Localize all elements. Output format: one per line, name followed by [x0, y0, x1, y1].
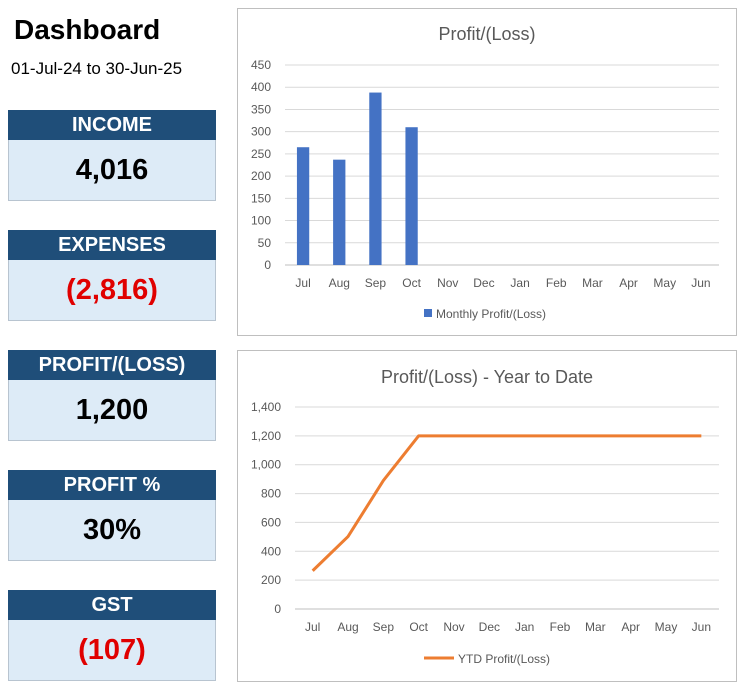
bar	[369, 92, 382, 265]
kpi-label: PROFIT %	[8, 470, 216, 500]
x-tick-label: Aug	[329, 276, 350, 290]
kpi-value: (2,816)	[8, 260, 216, 321]
x-tick-label: Feb	[546, 276, 567, 290]
ytd-profit-chart-svg: Profit/(Loss) - Year to Date 0 200 400 600 80…	[251, 367, 719, 666]
x-tick-label: Sep	[373, 620, 395, 634]
x-tick-label: Oct	[409, 620, 428, 634]
y-tick-label: 200	[261, 573, 281, 587]
bar	[405, 127, 418, 265]
ytd-profit-chart: Profit/(Loss) - Year to Date 0 200 400 600 80…	[237, 350, 737, 682]
legend-label: YTD Profit/(Loss)	[458, 652, 550, 666]
y-tick-label: 1,400	[251, 400, 281, 414]
x-tick-label: Jun	[692, 620, 711, 634]
y-tick-label: 1,200	[251, 429, 281, 443]
legend-label: Monthly Profit/(Loss)	[436, 307, 546, 321]
y-tick-label: 350	[251, 102, 271, 116]
kpi-label: INCOME	[8, 110, 216, 140]
y-tick-label: 600	[261, 515, 281, 529]
x-tick-label: Oct	[402, 276, 421, 290]
kpi-profit-percent: PROFIT % 30%	[8, 470, 216, 561]
x-tick-label: Jul	[305, 620, 320, 634]
x-tick-label: Apr	[621, 620, 640, 634]
y-tick-label: 400	[261, 544, 281, 558]
x-tick-label: Apr	[619, 276, 638, 290]
x-tick-label: Jan	[510, 276, 529, 290]
y-tick-label: 400	[251, 80, 271, 94]
x-tick-label: Nov	[443, 620, 464, 634]
kpi-expenses: EXPENSES (2,816)	[8, 230, 216, 321]
y-tick-label: 50	[258, 236, 272, 250]
kpi-value: (107)	[8, 620, 216, 681]
x-tick-label: Jan	[515, 620, 534, 634]
x-tick-label: Dec	[473, 276, 494, 290]
x-tick-label: Dec	[479, 620, 500, 634]
kpi-label: GST	[8, 590, 216, 620]
x-tick-label: May	[655, 620, 678, 634]
x-tick-label: Mar	[582, 276, 603, 290]
x-tick-label: Nov	[437, 276, 458, 290]
x-tick-label: May	[653, 276, 676, 290]
x-tick-label: Jun	[691, 276, 710, 290]
x-tick-label: Mar	[585, 620, 606, 634]
y-tick-label: 250	[251, 147, 271, 161]
kpi-income: INCOME 4,016	[8, 110, 216, 201]
chart-title: Profit/(Loss) - Year to Date	[381, 367, 593, 387]
kpi-value: 4,016	[8, 140, 216, 201]
monthly-profit-chart-svg: Profit/(Loss) 0 50 100 150 200 250 300 350 400 450…	[251, 24, 719, 321]
x-tick-label: Aug	[337, 620, 358, 634]
y-tick-label: 1,000	[251, 458, 281, 472]
y-tick-label: 0	[274, 602, 281, 616]
y-tick-label: 0	[264, 258, 271, 272]
x-tick-label: Sep	[365, 276, 387, 290]
y-tick-label: 100	[251, 214, 271, 228]
bar	[296, 147, 310, 265]
date-range: 01-Jul-24 to 30-Jun-25	[11, 59, 183, 78]
kpi-value: 30%	[8, 500, 216, 561]
kpi-value: 1,200	[8, 380, 216, 441]
x-tick-label: Feb	[550, 620, 571, 634]
y-tick-label: 150	[251, 191, 271, 205]
bar	[333, 159, 346, 265]
y-tick-label: 450	[251, 58, 271, 72]
page-title: Dashboard	[14, 14, 161, 45]
chart-title: Profit/(Loss)	[438, 24, 535, 44]
legend-swatch	[424, 309, 432, 317]
kpi-gst: GST (107)	[8, 590, 216, 681]
y-tick-label: 200	[251, 169, 271, 183]
kpi-label: PROFIT/(LOSS)	[8, 350, 216, 380]
y-tick-label: 300	[251, 125, 271, 139]
y-tick-label: 800	[261, 487, 281, 501]
kpi-label: EXPENSES	[8, 230, 216, 260]
x-tick-label: Jul	[295, 276, 310, 290]
monthly-profit-chart: Profit/(Loss) 0 50 100 150 200 250 300 350 400 450…	[237, 8, 737, 336]
kpi-profit-loss: PROFIT/(LOSS) 1,200	[8, 350, 216, 441]
series-line	[311, 434, 702, 572]
